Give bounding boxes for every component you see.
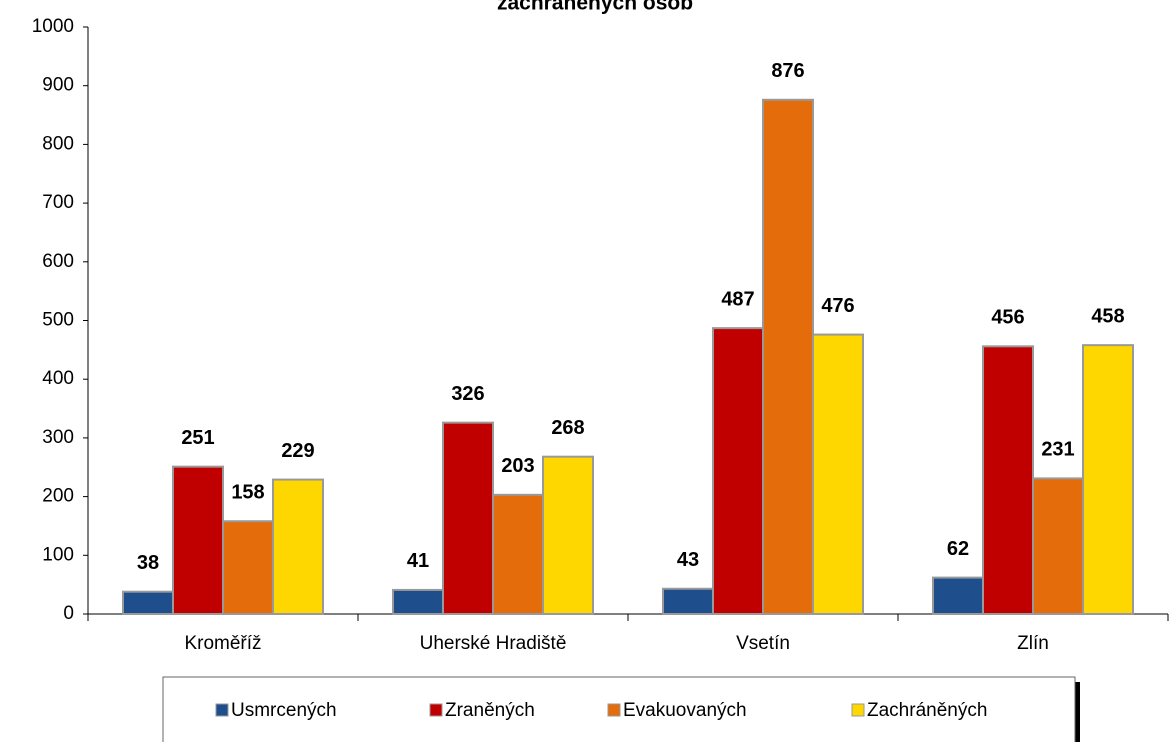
data-label: 876	[771, 60, 804, 82]
bar	[762, 98, 814, 615]
bar	[542, 455, 594, 615]
legend-label: Zachráněných	[867, 700, 987, 721]
y-tick-label: 0	[63, 603, 74, 624]
y-tick-label: 800	[42, 133, 74, 154]
legend-swatch	[851, 703, 865, 717]
bar	[492, 493, 544, 615]
data-label: 476	[821, 295, 854, 317]
y-tick-label: 400	[42, 368, 74, 389]
y-tick-label: 600	[42, 251, 74, 272]
bar	[812, 333, 864, 615]
data-label: 158	[231, 482, 264, 504]
y-tick-label: 900	[42, 75, 74, 96]
data-label: 268	[551, 417, 584, 439]
x-tick-label: Vsetín	[736, 633, 790, 654]
data-label: 41	[407, 550, 429, 572]
data-label: 43	[677, 549, 699, 571]
y-tick-label: 300	[42, 427, 74, 448]
bar	[222, 520, 274, 616]
y-tick-label: 500	[42, 310, 74, 331]
data-label: 203	[501, 455, 534, 477]
data-label: 456	[991, 307, 1024, 329]
data-label: 62	[947, 538, 969, 560]
data-label: 487	[721, 288, 754, 310]
data-label: 251	[181, 427, 214, 449]
chart-title: zachráněných osob	[497, 0, 693, 15]
bar	[172, 465, 224, 615]
legend-swatch	[215, 703, 229, 717]
bar	[272, 478, 324, 615]
data-label: 231	[1041, 439, 1074, 461]
data-label: 326	[451, 383, 484, 405]
x-tick-label: Kroměříž	[184, 633, 261, 654]
bar	[712, 327, 764, 615]
legend-label: Evakuovaných	[623, 700, 747, 721]
bar	[1032, 477, 1084, 616]
data-label: 38	[137, 552, 159, 574]
data-label: 458	[1091, 305, 1124, 327]
x-tick-label: Uherské Hradiště	[420, 633, 567, 654]
bar	[662, 587, 714, 615]
bar	[982, 345, 1034, 615]
bar	[442, 421, 494, 615]
legend-label: Usmrcených	[231, 700, 337, 721]
legend-label: Zraněných	[445, 700, 535, 721]
y-tick-label: 200	[42, 486, 74, 507]
y-tick-label: 1000	[32, 16, 74, 37]
y-tick-label: 100	[42, 544, 74, 565]
legend-swatch	[429, 703, 443, 717]
bar	[122, 590, 174, 615]
bar	[932, 576, 984, 616]
y-tick-label: 700	[42, 192, 74, 213]
legend-swatch	[607, 703, 621, 717]
data-label: 229	[281, 440, 314, 462]
x-tick-label: Zlín	[1017, 633, 1049, 654]
bar	[1082, 344, 1134, 615]
bar	[392, 588, 444, 615]
